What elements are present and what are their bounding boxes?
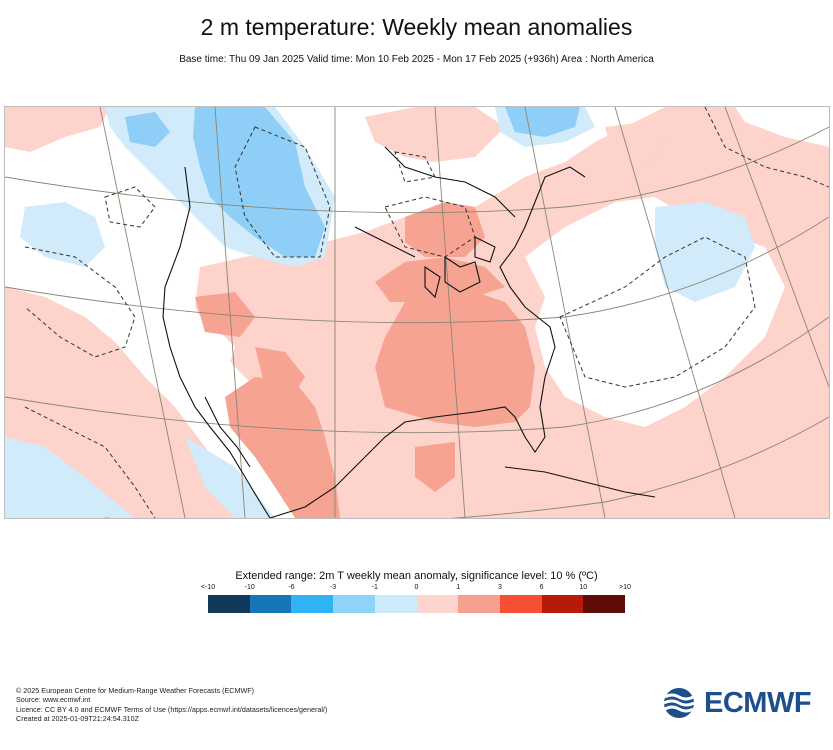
graticule-lines [5,107,829,518]
legend-tick: 3 [497,584,502,591]
legend-swatch [541,595,584,613]
created-text: Created at 2025-01-09T21:24:54.310Z [16,713,140,723]
legend-swatch [291,595,334,613]
legend-title: Extended range: 2m T weekly mean anomaly… [235,570,598,582]
legend-swatch [499,595,542,613]
anomaly-map[interactable] [4,106,830,519]
ecmwf-logo-text: ECMWF [704,686,812,719]
legend-tick: -6 [288,584,295,591]
legend-tick: -10 [244,584,255,591]
cool-mid-anomaly-region [125,107,580,257]
legend-tick-labels: <-10 -10 -6 -3 -1 0 1 3 6 10 >10 [201,584,631,596]
chart-title: 2 m temperature: Weekly mean anomalies [200,14,633,40]
legend-color-bar [208,595,626,613]
coastlines [162,146,656,518]
legend-tick: <-10 [200,584,216,591]
legend-tick: -1 [371,584,378,591]
licence-text: Licence: CC BY 4.0 and ECMWF Terms of Us… [16,704,328,714]
significance-contours [24,107,829,518]
source-text: Source: www.ecmwf.int [16,695,91,705]
legend-swatch [416,595,459,613]
legend-tick: 0 [414,584,419,591]
legend-tick: 10 [579,584,588,591]
legend-tick: 6 [539,584,544,591]
legend-swatch [333,595,375,613]
legend-swatch [583,595,626,613]
legend-tick: 1 [456,584,461,591]
legend-swatch [374,595,417,613]
legend-swatch [458,595,500,613]
legend-swatch [208,595,250,613]
legend-swatch [249,595,292,613]
copyright-text: © 2025 European Centre for Medium-Range … [16,686,255,695]
ecmwf-logo-icon [663,688,695,718]
legend-tick: >10 [619,584,631,591]
footer-credits: © 2025 European Centre for Medium-Range … [16,686,327,723]
ecmwf-logo[interactable]: ECMWF [662,686,822,720]
warm-mid-anomaly-region [195,202,535,518]
legend-tick: -3 [329,584,337,591]
chart-subtitle: Base time: Thu 09 Jan 2025 Valid time: M… [179,54,654,65]
map-canvas [5,107,829,518]
